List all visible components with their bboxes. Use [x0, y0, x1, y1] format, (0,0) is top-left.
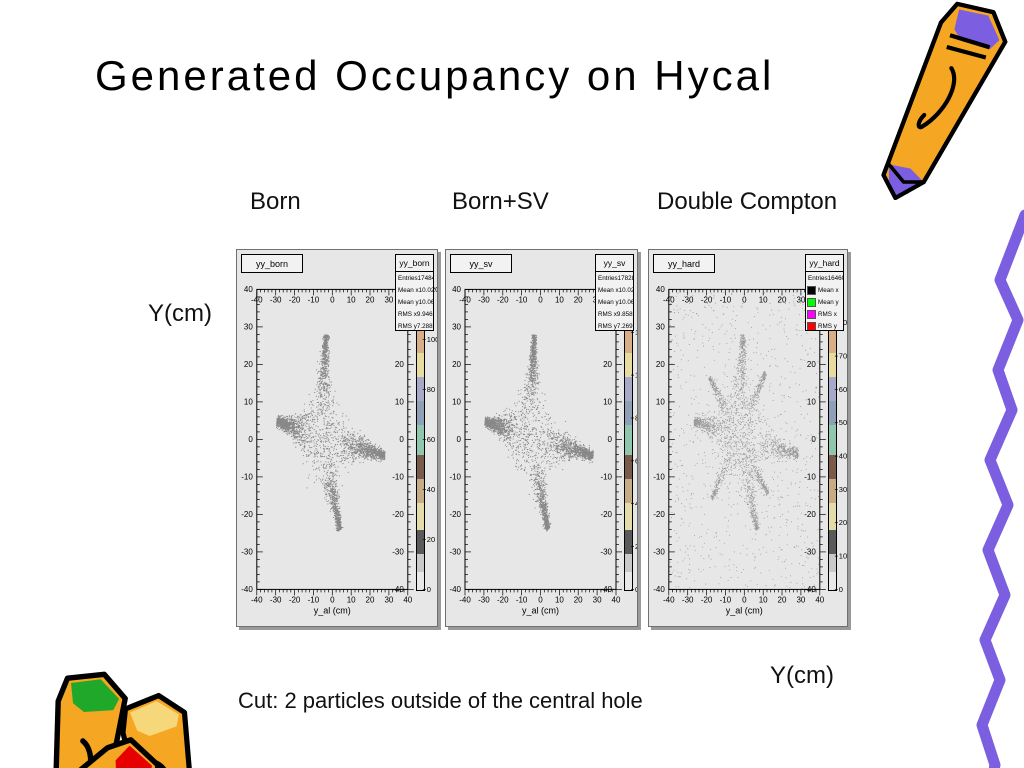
svg-text:80: 80: [635, 414, 637, 423]
svg-text:10: 10: [839, 552, 847, 561]
svg-text:40: 40: [839, 452, 847, 461]
svg-text:80: 80: [427, 385, 435, 394]
svg-text:60: 60: [635, 456, 637, 465]
svg-text:40: 40: [635, 499, 637, 508]
svg-text:100: 100: [635, 371, 637, 380]
svg-text:20: 20: [635, 542, 637, 551]
svg-text:60: 60: [839, 385, 847, 394]
svg-text:0: 0: [635, 585, 637, 594]
svg-text:40: 40: [427, 485, 435, 494]
svg-text:60: 60: [427, 435, 435, 444]
svg-text:120: 120: [635, 328, 637, 337]
svg-text:0: 0: [839, 585, 843, 594]
svg-text:0: 0: [427, 585, 431, 594]
svg-text:20: 20: [839, 518, 847, 527]
svg-text:30: 30: [839, 485, 847, 494]
svg-text:100: 100: [427, 335, 437, 344]
svg-text:50: 50: [839, 418, 847, 427]
svg-text:20: 20: [427, 535, 435, 544]
svg-text:70: 70: [839, 352, 847, 361]
